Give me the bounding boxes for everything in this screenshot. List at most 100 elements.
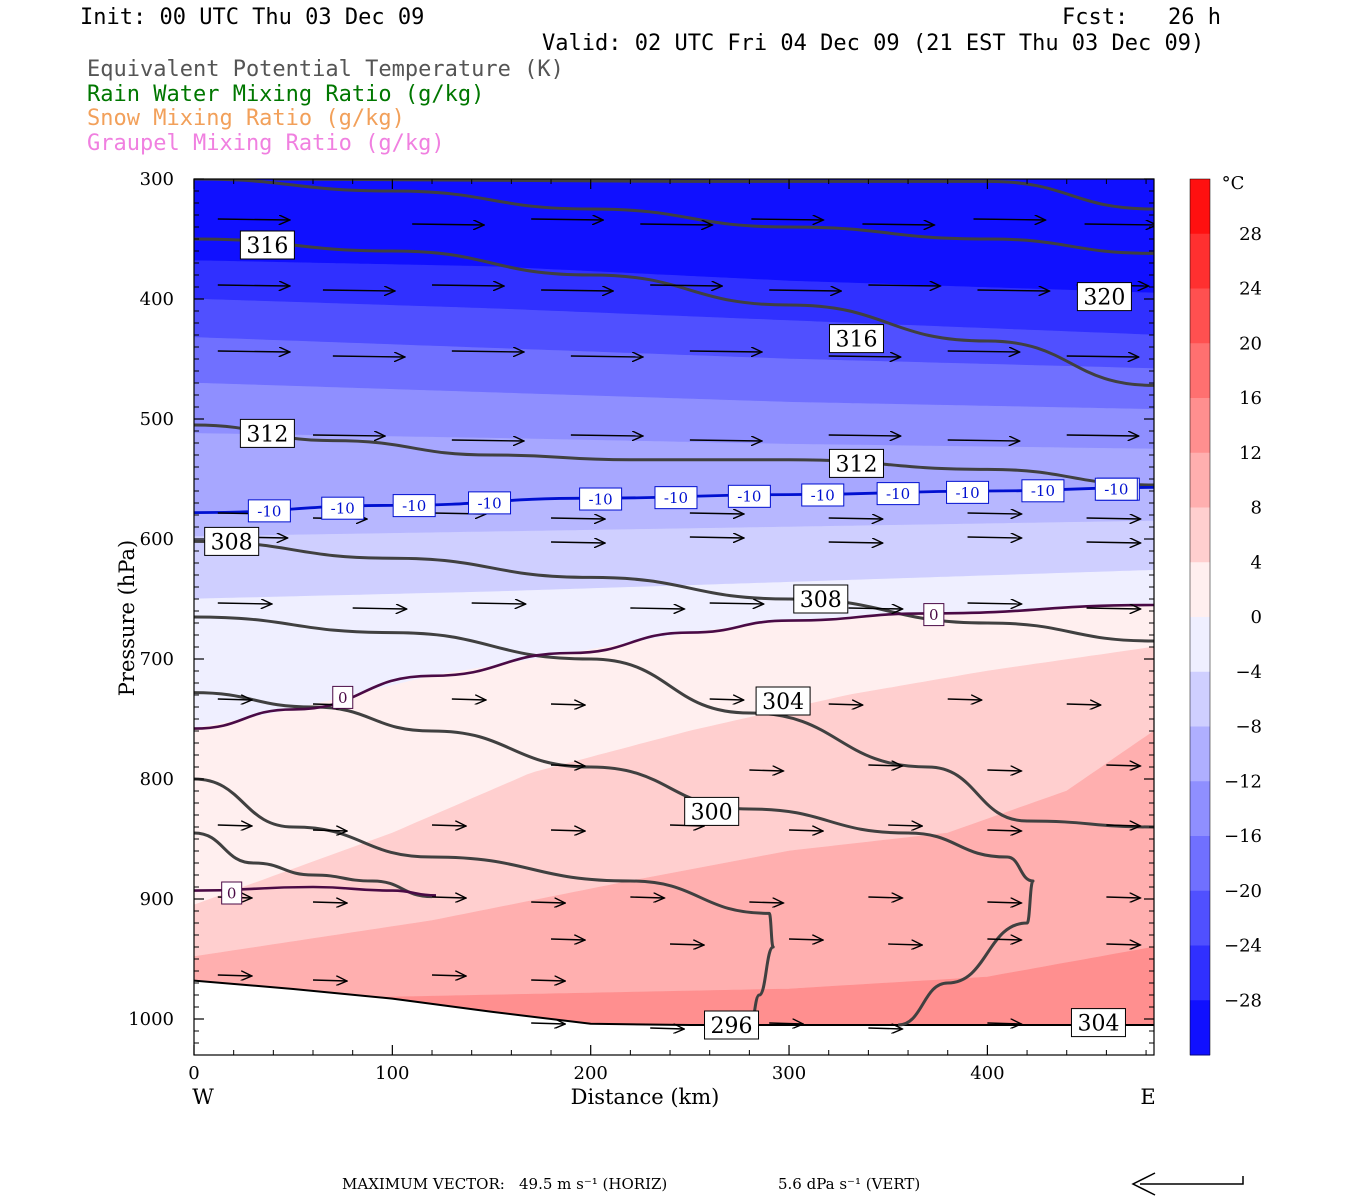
- max-vector-label: MAXIMUM VECTOR:: [342, 1175, 505, 1193]
- minus10-label: -10: [392, 494, 436, 518]
- zero-isotherm-label: 0: [221, 881, 243, 905]
- x-tick-label: 400: [970, 1063, 1004, 1084]
- field-label-snow: Snow Mixing Ratio (g/kg): [87, 106, 405, 131]
- colorbar-tick-label: −28: [1224, 990, 1262, 1011]
- wind-arrow: [947, 699, 982, 700]
- colorbar-swatch: [1190, 836, 1210, 892]
- theta-e-label-box: [239, 230, 295, 260]
- wind-arrow: [217, 975, 252, 976]
- theta-e-label-text: 316: [246, 234, 288, 259]
- wind-arrow: [1066, 435, 1139, 436]
- wind-arrow: [1106, 765, 1140, 766]
- colorbar-swatch: [1190, 945, 1210, 1001]
- wind-arrow: [412, 224, 484, 225]
- wind-arrow: [947, 351, 1020, 352]
- contour-labels: 316 316 320 312 312 308 308 304 300 296 304 0 0 0 -10 -…: [204, 230, 1140, 1040]
- colorbar-unit: °C: [1222, 173, 1245, 194]
- theta-e-label-box: [684, 796, 740, 826]
- colorbar-tick-label: 4: [1251, 552, 1262, 573]
- minus10-label-box: [801, 483, 845, 507]
- theta-e-label-box: [704, 1010, 760, 1040]
- wind-arrow: [431, 897, 466, 898]
- colorbar-swatch: [1190, 890, 1210, 946]
- theta-e-label-text: 312: [246, 422, 288, 447]
- theta-e-contour: [273, 179, 1154, 211]
- wind-arrow: [451, 440, 524, 441]
- colorbar-swatch: [1190, 562, 1210, 618]
- theta-e-label: 312: [239, 418, 295, 448]
- zero-isotherm-label-text: 0: [227, 884, 237, 902]
- theta-e-label-text: 312: [835, 452, 877, 477]
- minus10-label-text: -10: [589, 490, 613, 508]
- wind-arrow: [1106, 825, 1140, 826]
- wind-arrow: [947, 440, 1020, 441]
- wind-arrow: [987, 902, 1021, 903]
- colorbar-tick-label: −20: [1224, 881, 1262, 902]
- colorbar-tick-label: 16: [1239, 388, 1262, 409]
- minus10-label: -10: [801, 483, 845, 507]
- colorbar-swatch: [1190, 617, 1210, 673]
- minus10-label-box: [876, 482, 920, 506]
- minus10-label-text: -10: [1104, 481, 1128, 499]
- minus10-label: -10: [1021, 479, 1065, 503]
- zero-isotherm-label-text: 0: [338, 689, 348, 707]
- minus10-label-text: -10: [811, 486, 835, 504]
- minus10-label-text: -10: [955, 484, 979, 502]
- theta-e-contour: [194, 179, 1154, 255]
- wind-arrow: [1066, 356, 1139, 357]
- wind-arrow: [217, 219, 290, 220]
- theta-e-label-text: 316: [835, 328, 877, 353]
- wind-arrow: [862, 224, 934, 225]
- x-axis-label: Distance (km): [571, 1085, 720, 1109]
- wind-arrow: [973, 219, 1046, 220]
- wind-arrow: [551, 704, 585, 705]
- theta-e-label: 320: [1076, 282, 1132, 312]
- colorbar-tick-label: 8: [1251, 498, 1262, 519]
- wind-arrow: [967, 513, 1022, 514]
- wind-arrow: [868, 285, 940, 286]
- y-tick-label: 500: [140, 409, 174, 430]
- colorbar-swatch: [1190, 781, 1210, 837]
- theta-e-label-text: 304: [762, 690, 804, 715]
- zero-isotherm-label-box: [332, 685, 354, 709]
- wind-arrow: [848, 608, 903, 609]
- colorbar-swatch: [1190, 233, 1210, 289]
- wind-arrow: [987, 939, 1021, 940]
- max-vector-horiz: 49.5 m s⁻¹ (HORIZ): [519, 1175, 668, 1193]
- wind-arrow: [531, 902, 565, 903]
- wind-vectors: [217, 219, 1154, 1029]
- y-tick-label: 600: [140, 529, 174, 550]
- wind-arrow: [1086, 518, 1141, 519]
- colorbar-swatch: [1190, 726, 1210, 782]
- colorbar-tick-label: −24: [1224, 936, 1262, 957]
- wind-arrow: [630, 897, 664, 898]
- wind-arrow: [987, 1023, 1021, 1024]
- y-axis-label: Pressure (hPa): [115, 540, 139, 696]
- minus10-label-text: -10: [1031, 482, 1055, 500]
- wind-arrow: [1086, 608, 1141, 609]
- theta-e-label: 316: [239, 230, 295, 260]
- colorbar-tick-label: 28: [1239, 224, 1262, 245]
- valid-time: Valid: 02 UTC Fri 04 Dec 09 (21 EST Thu …: [542, 31, 1205, 56]
- wind-arrow: [431, 975, 466, 976]
- colorbar-swatch: [1190, 343, 1210, 399]
- colorbar-tick-label: −4: [1235, 662, 1262, 683]
- colorbar-tick-label: −12: [1224, 771, 1262, 792]
- colorbar-swatch: [1190, 671, 1210, 727]
- field-label-theta-e: Equivalent Potential Temperature (K): [87, 57, 564, 82]
- zero-isotherm-lower-branch: [194, 885, 437, 897]
- west-label: W: [192, 1085, 214, 1109]
- theta-e-contour: [194, 831, 433, 899]
- wind-arrow: [828, 518, 883, 519]
- wind-arrow: [217, 699, 252, 700]
- y-tick-label: 900: [140, 889, 174, 910]
- wind-arrow: [431, 825, 466, 826]
- minus10-label-box: [1094, 477, 1138, 501]
- wind-arrow: [640, 224, 712, 225]
- colorbar-tick-label: 12: [1239, 443, 1262, 464]
- y-tick-label: 300: [140, 169, 174, 190]
- theta-e-label-box: [1076, 282, 1132, 312]
- y-tick-label: 700: [140, 649, 174, 670]
- theta-e-label-box: [204, 526, 260, 556]
